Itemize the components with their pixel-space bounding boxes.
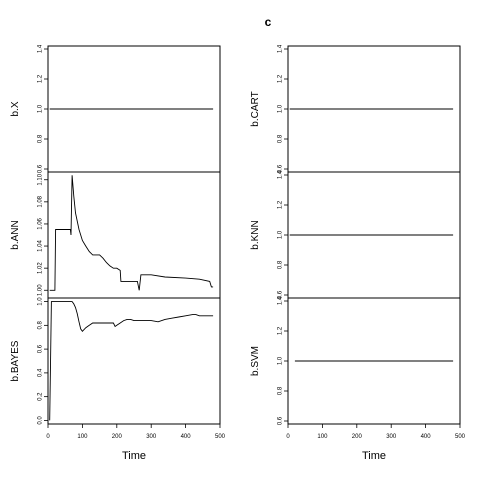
b-ann-ylabel: b.ANN	[10, 220, 21, 249]
b-cart-panel: 0.6 0.8 1.0 1.2 1.4 b.CART	[250, 44, 461, 173]
b-svm-ytick-label: 0.6	[278, 416, 284, 425]
b-ann-ytick-label: 1.00	[38, 284, 44, 296]
b-knn-ytick-label: 1.4	[278, 170, 284, 179]
b-ann-panel: 1.00 1.02 1.04 1.06 1.08 1.10 b.ANN	[10, 171, 221, 299]
b-bayes-xlabel: Time	[122, 450, 146, 462]
b-svm-xtick-label: 100	[317, 434, 328, 440]
b-bayes-ytick-label: 0.4	[38, 368, 44, 377]
b-svm-xtick-label: 200	[352, 434, 363, 440]
b-bayes-xtick-label: 500	[215, 434, 226, 440]
b-bayes-ytick-label: 1.0	[38, 297, 44, 306]
b-bayes-xtick-label: 0	[46, 434, 50, 440]
b-bayes-ytick-label: 0.6	[38, 344, 44, 353]
b-svm-ylabel: b.SVM	[250, 346, 261, 376]
b-bayes-ytick-label: 0.8	[38, 321, 44, 330]
b-knn-panel: 0.6 0.8 1.0 1.2 1.4 b.KNN	[250, 170, 461, 299]
b-svm-xtick-label: 400	[421, 434, 432, 440]
b-svm-ytick-label: 1.4	[278, 296, 284, 305]
b-bayes-ytick-label: 0.0	[38, 416, 44, 425]
b-x-ytick-label: 1.2	[38, 74, 44, 83]
b-x-ytick-label: 1.0	[38, 104, 44, 113]
b-cart-ytick-label: 1.0	[278, 104, 284, 113]
b-bayes-frame	[47, 297, 221, 425]
b-knn-ytick-label: 0.8	[278, 260, 284, 269]
b-bayes-xtick-label: 400	[181, 434, 192, 440]
b-cart-ylabel: b.CART	[250, 91, 261, 126]
b-ann-ytick-label: 1.02	[38, 262, 44, 274]
b-ann-ytick-label: 1.10	[38, 173, 44, 185]
b-svm-xtick-label: 300	[386, 434, 397, 440]
b-bayes-ytick-label: 0.2	[38, 392, 44, 401]
b-ann-ytick-label: 1.04	[38, 240, 44, 252]
b-bayes-xtick-label: 300	[146, 434, 157, 440]
b-svm-panel: 0.6 0.8 1.0 1.2 1.4 0 100 200 300 400 500 b.SVM Time	[250, 296, 466, 462]
figure-title: c	[265, 15, 272, 29]
b-x-ytick-label: 0.8	[38, 134, 44, 143]
b-x-ylabel: b.X	[10, 101, 21, 116]
b-cart-ytick-label: 1.2	[278, 74, 284, 83]
b-bayes-xtick-label: 200	[112, 434, 123, 440]
b-ann-ytick-label: 1.06	[38, 217, 44, 229]
b-svm-xtick-label: 500	[455, 434, 466, 440]
b-x-ytick-label: 0.6	[38, 164, 44, 173]
b-cart-ytick-label: 1.4	[278, 44, 284, 53]
b-knn-ytick-label: 1.2	[278, 200, 284, 209]
b-ann-series-line	[49, 175, 214, 291]
b-bayes-xtick-label: 100	[77, 434, 88, 440]
b-bayes-panel: 0.0 0.2 0.4 0.6 0.8 1.0 0 100 200 300 400 500 b.BAYE…	[10, 297, 226, 462]
b-ann-ytick-label: 1.08	[38, 195, 44, 207]
b-knn-ylabel: b.KNN	[250, 220, 261, 249]
b-knn-ytick-label: 0.6	[278, 290, 284, 299]
b-bayes-series-line	[49, 301, 214, 421]
b-bayes-ylabel: b.BAYES	[10, 340, 21, 381]
b-knn-ytick-label: 1.0	[278, 230, 284, 239]
b-cart-ytick-label: 0.8	[278, 134, 284, 143]
b-svm-xtick-label: 0	[286, 434, 290, 440]
b-svm-ytick-label: 0.8	[278, 386, 284, 395]
b-svm-ytick-label: 1.0	[278, 356, 284, 365]
b-cart-ytick-label: 0.6	[278, 164, 284, 173]
b-x-panel: 0.6 0.8 1.0 1.2 1.4 b.X	[10, 44, 221, 173]
b-svm-xlabel: Time	[362, 450, 386, 462]
b-svm-ytick-label: 1.2	[278, 326, 284, 335]
b-x-ytick-label: 1.4	[38, 44, 44, 53]
